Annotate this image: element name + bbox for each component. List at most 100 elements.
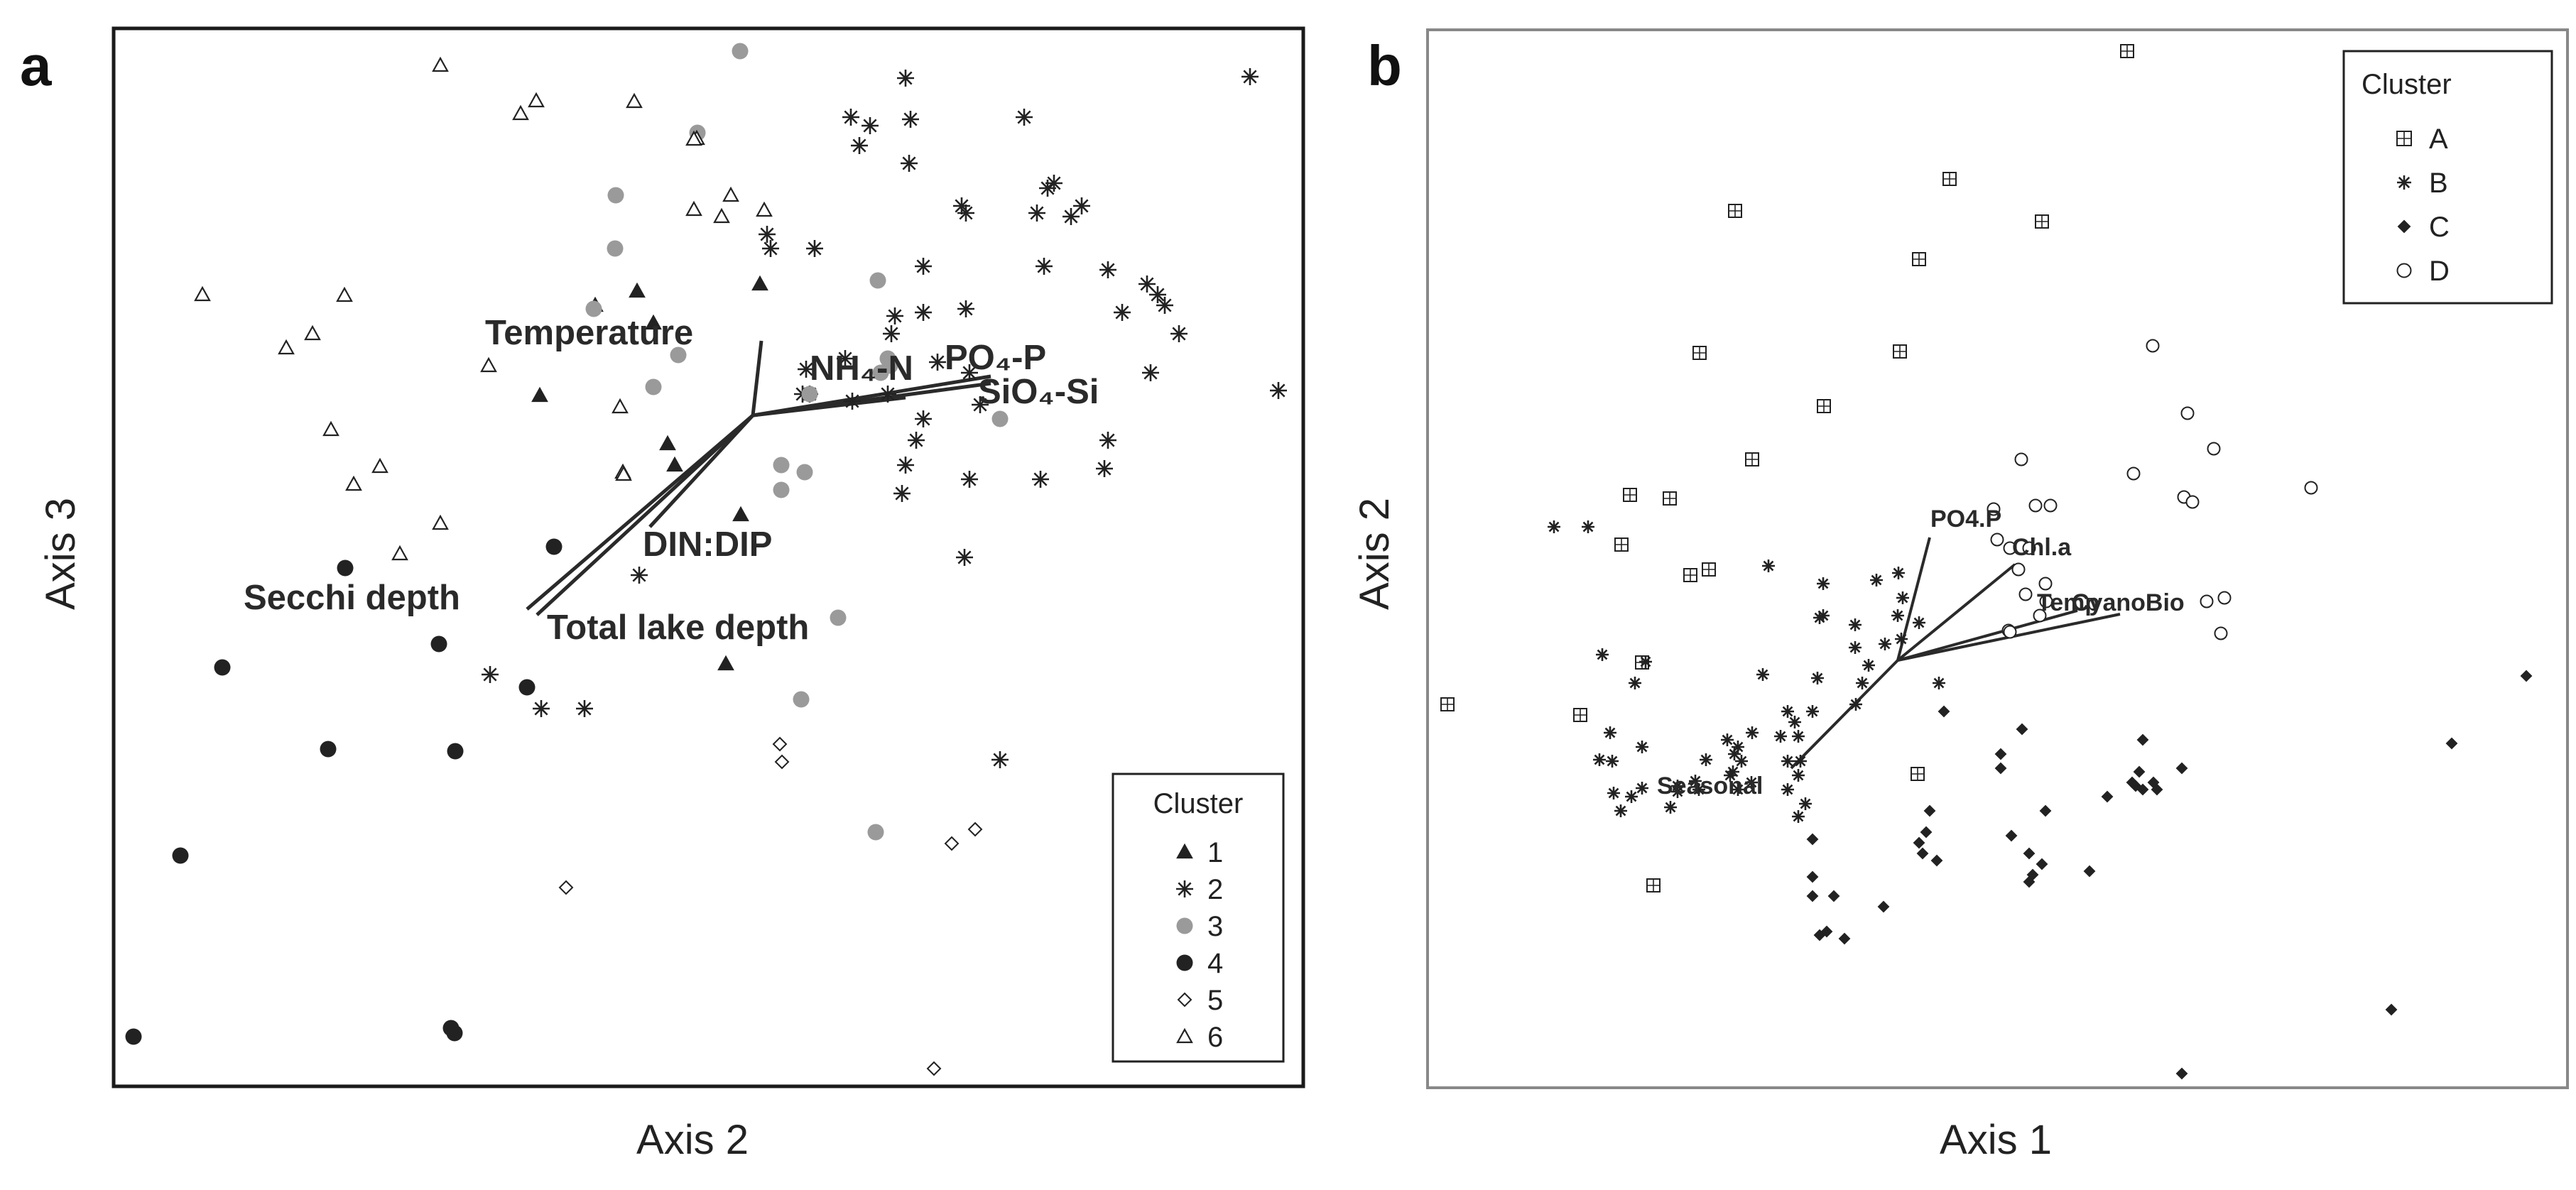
panel-a-legend-title: Cluster [1153, 788, 1244, 819]
cluster-2-point [972, 396, 989, 413]
cluster-c-point [1994, 762, 2007, 775]
cluster-2-point [862, 117, 879, 134]
cluster-a-point [1663, 491, 1677, 506]
cluster-d-point [2018, 587, 2033, 601]
cluster-c-point [1877, 900, 1890, 913]
cluster-b-point [1781, 705, 1794, 718]
cluster-c-point [2136, 733, 2149, 746]
cluster-6-point [615, 465, 632, 481]
cluster-6-point [278, 339, 295, 355]
panel-b-plot-frame [1426, 28, 2569, 1089]
cluster-c-point [1827, 890, 1840, 902]
cluster-1-point [732, 506, 749, 522]
cluster-b-point [1856, 677, 1869, 689]
cluster-5-point [944, 836, 960, 851]
cluster-c-point [1920, 826, 1933, 839]
panel-b-vector-labels: PO4.P Chl.a Temp CyanoBio Seasonal [1657, 506, 2185, 799]
cluster-b-point [1811, 672, 1824, 684]
cluster-2-point [837, 350, 854, 367]
legend-label-cluster-3: 3 [1207, 911, 1223, 942]
cluster-b-point [1913, 616, 1925, 629]
cluster-b-point [1604, 726, 1616, 739]
vector-label-seasonal: Seasonal [1657, 773, 1763, 799]
cluster-2-point [886, 307, 903, 324]
cluster-c-point [2385, 1003, 2398, 1016]
vector-label-temp: Temp [2037, 589, 2099, 616]
cluster-b-point [1629, 677, 1641, 689]
cluster-2-point [533, 700, 550, 717]
legend-label-cluster-b: B [2429, 168, 2448, 199]
cluster-b-point [1862, 659, 1875, 672]
cluster-d-point [2146, 339, 2160, 353]
legend-marker-cluster-1 [1176, 843, 1193, 859]
cluster-4-point [125, 1028, 142, 1045]
cluster-4-point [320, 741, 337, 758]
cluster-4-point [430, 635, 447, 653]
cluster-d-point [2043, 498, 2058, 513]
cluster-d-point [2304, 481, 2318, 495]
cluster-4-point [214, 659, 231, 676]
cluster-3-point [773, 481, 790, 498]
cluster-3-point [872, 364, 889, 381]
cluster-3-point [585, 300, 602, 317]
cluster-a-point [1623, 488, 1637, 502]
cluster-3-point [830, 609, 847, 626]
cluster-1-point [659, 435, 676, 451]
cluster-6-point [345, 475, 362, 491]
cluster-4-point [337, 559, 354, 577]
cluster-d-point [2011, 562, 2026, 577]
cluster-d-point [2033, 608, 2047, 623]
cluster-2-point [915, 304, 932, 321]
cluster-d-point [2207, 442, 2221, 456]
cluster-c-point [2175, 762, 2188, 775]
cluster-c-point [1913, 836, 1925, 849]
legend-label-cluster-5: 5 [1207, 985, 1223, 1016]
cluster-2-point [1149, 286, 1166, 303]
cluster-a-point [1573, 708, 1587, 722]
vector-chla-line [1896, 563, 2016, 662]
cluster-b-point [1596, 648, 1609, 661]
cluster-5-point [926, 1061, 942, 1076]
cluster-6-point [194, 285, 211, 302]
cluster-b-point [1781, 755, 1794, 768]
cluster-2-point [1241, 68, 1259, 85]
panel-b-legend-title: Cluster [2362, 69, 2452, 100]
cluster-b-point [1745, 776, 1758, 789]
cluster-2-point [1016, 109, 1033, 126]
cluster-b-point [1700, 753, 1712, 766]
panel-a-x-axis-title: Axis 2 [636, 1117, 749, 1163]
cluster-a-point [1942, 172, 1957, 186]
cluster-c-point [1838, 932, 1851, 945]
cluster-a-point [1728, 204, 1742, 218]
cluster-b-point [1817, 577, 1830, 590]
cluster-2-point [915, 258, 932, 275]
panel-b-x-axis-title: Axis 1 [1940, 1117, 2052, 1163]
cluster-2-point [851, 137, 868, 154]
cluster-6-point [685, 200, 702, 217]
vector-secchi-depth-line [526, 414, 754, 611]
cluster-2-point [631, 567, 648, 584]
legend-label-cluster-c: C [2429, 212, 2450, 243]
vector-seasonal-line [1790, 659, 1899, 770]
cluster-c-point [1806, 890, 1819, 902]
cluster-2-point [991, 751, 1009, 768]
cluster-3-point [869, 272, 886, 289]
cluster-b-point [1636, 782, 1648, 795]
cluster-2-point [844, 393, 861, 410]
cluster-b-point [1664, 801, 1677, 814]
vector-din-dip-line [648, 414, 754, 528]
legend-marker-cluster-b [2397, 175, 2411, 190]
vector-label-cyanobio: CyanoBio [2072, 589, 2185, 616]
cluster-2-point [1142, 364, 1159, 381]
cluster-b-point [1721, 733, 1734, 746]
panel-a-plot-frame [112, 26, 1305, 1088]
cluster-b-point [1735, 755, 1748, 768]
cluster-2-point [902, 111, 919, 128]
panel-a-points [125, 43, 1287, 1076]
cluster-d-point [2039, 594, 2053, 608]
cluster-b-point [1849, 698, 1862, 711]
cluster-5-point [967, 821, 983, 837]
cluster-1-point [531, 386, 548, 403]
cluster-2-point [1028, 204, 1045, 222]
